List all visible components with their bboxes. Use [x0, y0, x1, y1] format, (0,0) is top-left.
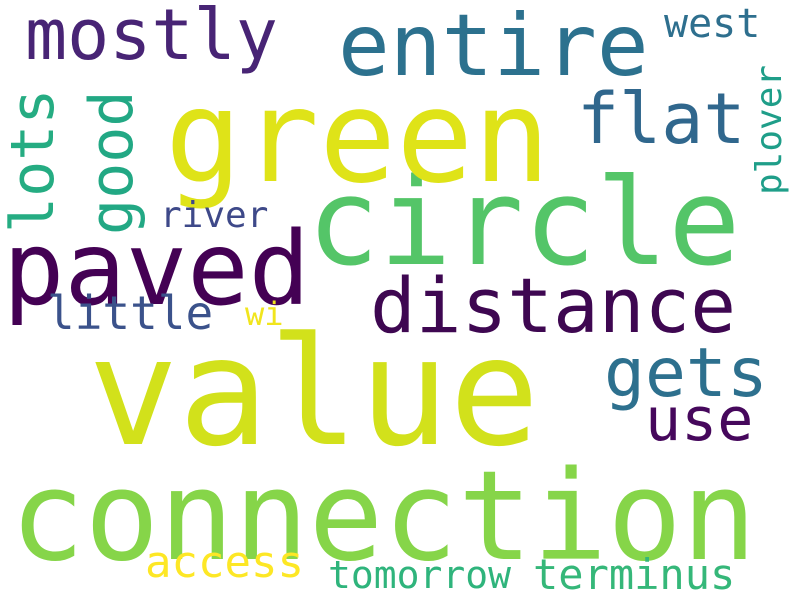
- word-little: little: [47, 286, 214, 340]
- word-value: value: [88, 306, 540, 480]
- word-mostly: mostly: [25, 0, 278, 76]
- word-gets: gets: [604, 334, 768, 413]
- word-plover: plover: [749, 64, 790, 195]
- word-paved: paved: [3, 210, 311, 329]
- word-green: green: [165, 63, 551, 212]
- word-terminus: terminus: [533, 550, 736, 599]
- word-tomorrow: tomorrow: [328, 553, 512, 597]
- word-use: use: [645, 385, 754, 455]
- word-flat: flat: [577, 78, 746, 160]
- word-connection: connection: [10, 445, 757, 589]
- word-access: access: [145, 537, 304, 588]
- word-west: west: [664, 1, 761, 47]
- word-lots: lots: [0, 88, 68, 234]
- word-circle: circle: [307, 154, 741, 293]
- word-good: good: [77, 90, 147, 236]
- word-wi: wi: [245, 295, 284, 333]
- word-entire: entire: [338, 0, 649, 96]
- word-river: river: [160, 195, 269, 236]
- word-distance: distance: [370, 261, 737, 350]
